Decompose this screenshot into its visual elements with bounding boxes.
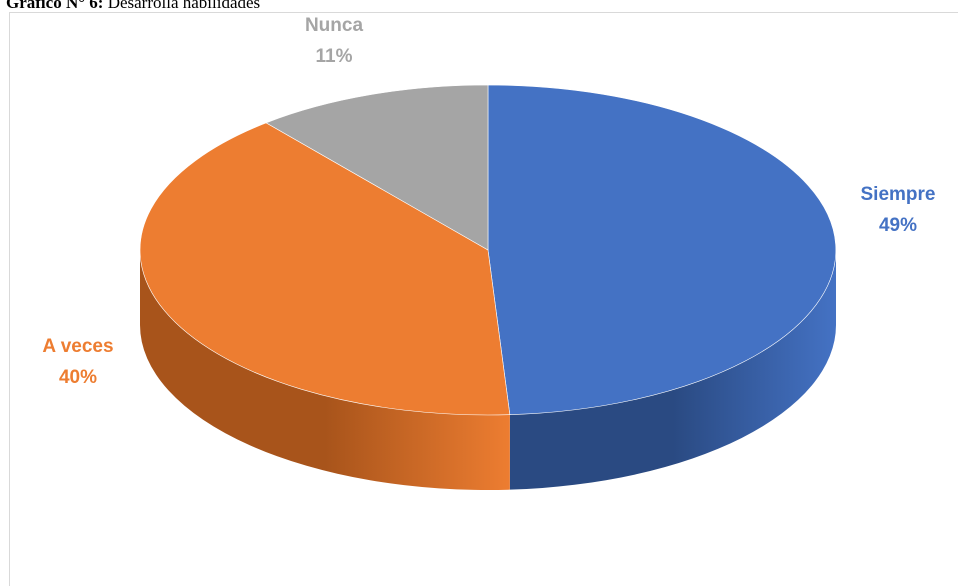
pie-labels: Siempre 49% A veces 40% Nunca 11%: [42, 15, 935, 388]
caption-label: Gráfico N° 6:: [6, 0, 104, 12]
caption-text: Desarrolla habilidades: [107, 0, 261, 12]
slice-label-nunca-name: Nunca: [305, 15, 364, 36]
pie-side-siempre: [509, 250, 836, 490]
pie-slice-siempre: [487, 84, 837, 415]
slice-label-nunca-percent: 11%: [316, 46, 353, 67]
figure-caption: Gráfico N° 6: Desarrolla habilidades: [6, 0, 260, 13]
slice-label-siempre-name: Siempre: [861, 184, 936, 205]
pie-slice-a-veces: [139, 122, 511, 416]
pie-slice-nunca: [265, 84, 489, 251]
slice-label-siempre-percent: 49%: [879, 215, 917, 236]
chart-area: [9, 12, 958, 586]
pie-side-a-veces: [140, 250, 510, 490]
pie-sides: [140, 250, 836, 490]
slice-label-a-veces-name: A veces: [42, 336, 113, 357]
pie-tops: [139, 84, 837, 416]
slice-label-a-veces-percent: 40%: [59, 367, 97, 388]
